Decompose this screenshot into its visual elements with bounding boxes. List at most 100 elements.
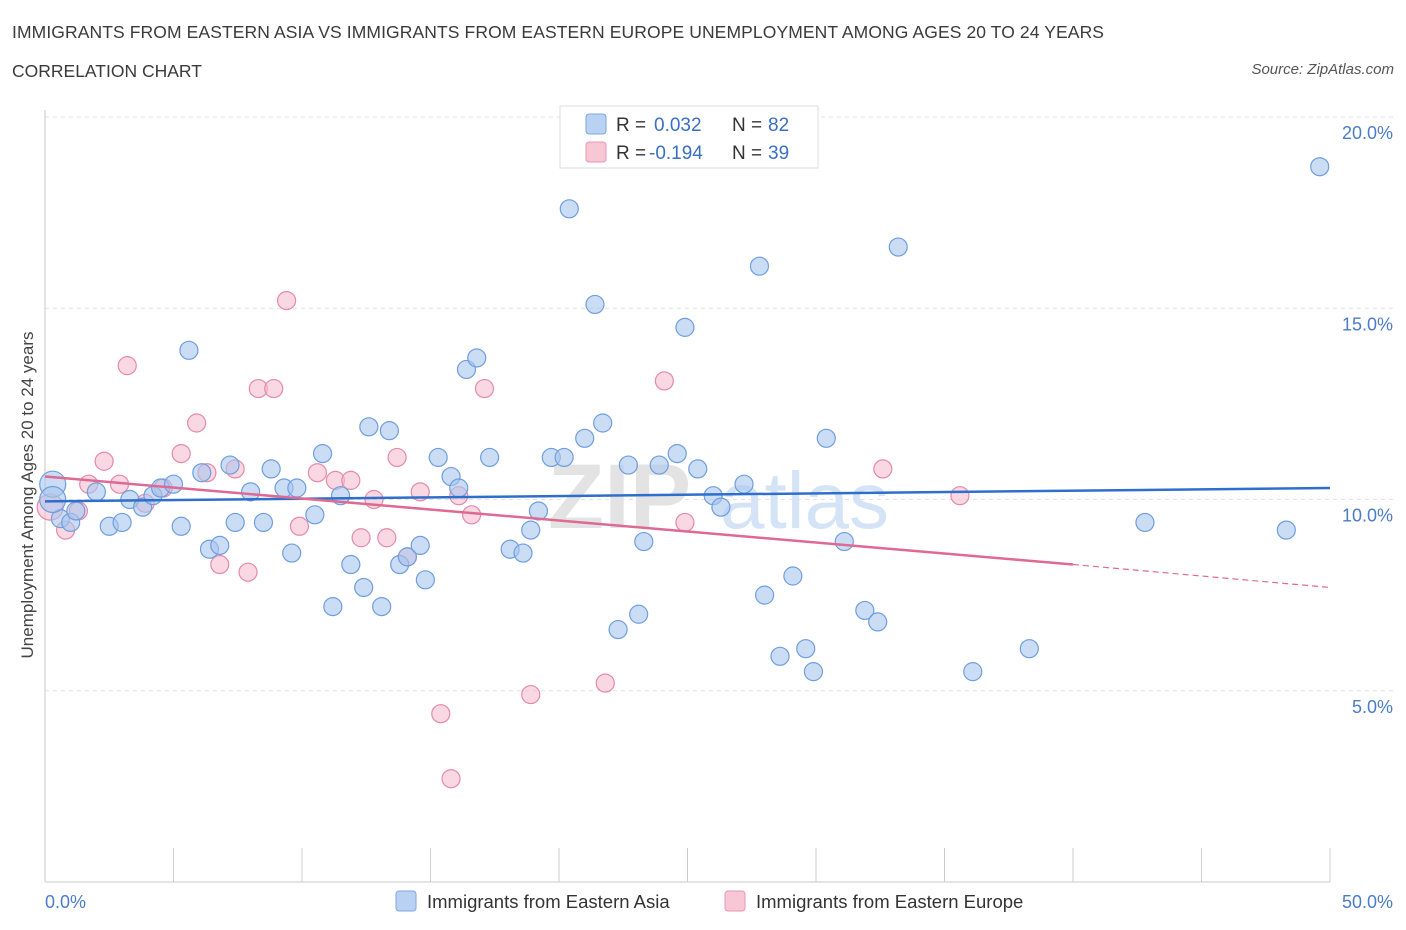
eastern-asia-point-49 <box>554 447 574 468</box>
eastern-asia-point-40 <box>449 478 469 498</box>
eastern-asia-point-35 <box>397 547 417 567</box>
eastern-asia-point-11 <box>163 474 184 494</box>
eastern-europe-point-16 <box>264 378 284 399</box>
eastern-europe-point-22 <box>351 528 371 548</box>
eastern-asia-point-30 <box>354 577 374 598</box>
eastern-asia-point-33 <box>379 421 399 441</box>
eastern-asia-point-56 <box>629 604 649 624</box>
eastern-asia-point-55 <box>618 455 638 475</box>
eastern-europe-point-33 <box>521 684 541 705</box>
eastern-asia-point-77 <box>1019 639 1039 659</box>
legend-r-value-2: -0.194 <box>649 143 703 164</box>
series-eastern-asia-points <box>39 157 1330 682</box>
eastern-europe-point-19 <box>307 463 328 483</box>
eastern-asia-point-29 <box>341 554 361 575</box>
eastern-asia-point-3 <box>66 501 86 521</box>
eastern-asia-point-45 <box>513 543 533 563</box>
eastern-europe-point-34 <box>595 673 615 693</box>
eastern-europe-point-10 <box>187 413 207 433</box>
eastern-asia-point-37 <box>415 570 435 590</box>
legend-n-label-1: N = <box>732 115 762 136</box>
eastern-asia-point-14 <box>192 463 212 483</box>
eastern-europe-point-14 <box>238 562 258 582</box>
chart-title: IMMIGRANTS FROM EASTERN ASIA VS IMMIGRAN… <box>12 22 1105 42</box>
eastern-asia-point-51 <box>575 428 595 448</box>
eastern-asia-point-38 <box>428 447 448 468</box>
eastern-asia-point-36 <box>410 535 430 556</box>
eastern-europe-point-21 <box>341 470 361 490</box>
eastern-asia-point-28 <box>330 486 351 506</box>
bottom-legend-swatch-eastern-europe <box>724 890 746 912</box>
eastern-europe-point-36 <box>675 512 695 533</box>
eastern-asia-point-70 <box>803 662 824 682</box>
eastern-europe-point-25 <box>387 447 407 468</box>
eastern-asia-point-17 <box>220 455 240 475</box>
eastern-asia-point-25 <box>305 505 325 525</box>
eastern-asia-point-18 <box>225 512 245 533</box>
y-axis-title: Unemployment Among Ages 20 to 24 years <box>18 332 37 659</box>
bottom-legend-label-eastern-europe: Immigrants from Eastern Europe <box>756 891 1023 912</box>
eastern-europe-point-9 <box>171 444 191 464</box>
eastern-asia-point-50 <box>559 199 579 219</box>
eastern-asia-point-69 <box>796 639 816 659</box>
eastern-europe-point-17 <box>276 291 297 311</box>
eastern-asia-point-46 <box>521 520 541 540</box>
eastern-asia-point-6 <box>112 512 132 533</box>
chart-subtitle: CORRELATION CHART <box>12 61 202 81</box>
eastern-asia-point-60 <box>675 317 695 337</box>
eastern-asia-point-26 <box>312 444 333 464</box>
eastern-asia-point-16 <box>210 535 230 556</box>
legend-r-label-2: R = <box>616 143 646 164</box>
eastern-europe-point-18 <box>289 516 310 536</box>
trend-line-eastern-asia <box>44 486 1331 503</box>
eastern-asia-point-13 <box>179 340 199 360</box>
eastern-asia-point-67 <box>770 646 790 666</box>
legend-swatch-eastern-asia <box>585 113 607 135</box>
legend-n-label-2: N = <box>732 143 762 164</box>
eastern-asia-point-80 <box>1310 157 1330 177</box>
y-tick-labels: 5.0% 10.0% 15.0% 20.0% <box>1342 123 1393 717</box>
eastern-asia-point-54 <box>608 619 628 640</box>
eastern-asia-point-73 <box>855 600 875 621</box>
watermark-atlas: atlas <box>720 456 889 545</box>
eastern-asia-point-19 <box>241 482 261 502</box>
gridlines <box>45 116 1393 692</box>
trend-lines <box>44 475 1331 589</box>
eastern-asia-point-79 <box>1276 520 1296 540</box>
eastern-europe-point-6 <box>117 356 137 376</box>
eastern-asia-point-4 <box>86 482 107 502</box>
y-tick-label-0: 5.0% <box>1352 697 1393 717</box>
bottom-legend-label-eastern-asia: Immigrants from Eastern Asia <box>427 891 670 912</box>
eastern-asia-point-64 <box>734 474 754 494</box>
eastern-asia-point-68 <box>783 566 803 586</box>
eastern-asia-point-20 <box>253 512 274 533</box>
eastern-europe-point-38 <box>950 486 970 506</box>
eastern-asia-point-32 <box>372 596 392 617</box>
eastern-asia-point-78 <box>1135 512 1155 533</box>
eastern-asia-point-65 <box>749 256 770 276</box>
eastern-asia-point-42 <box>467 348 487 368</box>
eastern-europe-point-29 <box>441 769 461 789</box>
eastern-asia-point-76 <box>963 662 983 682</box>
eastern-asia-point-71 <box>816 428 836 448</box>
eastern-europe-point-37 <box>873 459 893 479</box>
eastern-asia-point-72 <box>834 531 854 552</box>
x-axis-ticks <box>173 848 1331 882</box>
trend-line-eastern-europe <box>44 475 1074 566</box>
legend-r-label-1: R = <box>616 115 646 136</box>
stats-legend: R = 0.032 N = 82 R = -0.194 N = 39 <box>559 105 819 169</box>
legend-n-value-1: 82 <box>768 115 789 136</box>
eastern-asia-point-23 <box>282 543 302 563</box>
eastern-asia-point-21 <box>261 459 281 479</box>
eastern-europe-point-12 <box>210 554 230 575</box>
eastern-asia-point-66 <box>754 585 775 605</box>
eastern-asia-point-61 <box>688 459 708 479</box>
eastern-asia-point-59 <box>667 444 687 464</box>
eastern-asia-point-57 <box>634 531 654 552</box>
eastern-asia-point-52 <box>585 294 605 315</box>
eastern-asia-point-58 <box>649 455 669 475</box>
y-tick-label-1: 10.0% <box>1342 506 1393 526</box>
y-tick-label-3: 20.0% <box>1342 123 1393 143</box>
legend-n-value-2: 39 <box>768 143 789 164</box>
